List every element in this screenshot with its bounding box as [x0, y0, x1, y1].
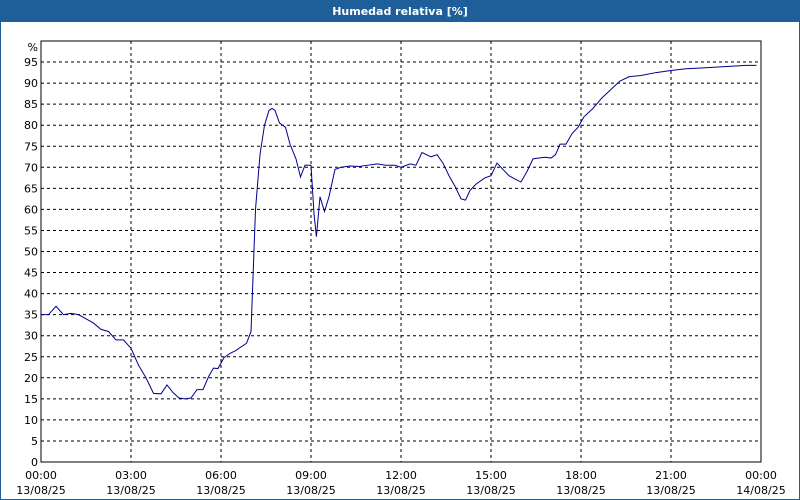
x-tick-date-label: 13/08/25 [196, 484, 245, 497]
grid-lines [41, 41, 761, 462]
x-tick-date-label: 13/08/25 [466, 484, 515, 497]
y-tick-label: 65 [24, 182, 38, 195]
x-axis-ticks: 00:00 13/08/25 03:00 13/08/25 06:00 13/08/25 0… [16, 469, 785, 497]
y-tick-label: 50 [24, 246, 38, 259]
y-tick-label: 55 [24, 224, 38, 237]
y-axis-ticks: 0 5 10 15 20 25 30 35 40 45 50 55 60 65 70 75 80 85 90 95 [24, 56, 38, 469]
humidity-series-line [41, 64, 757, 400]
y-tick-label: 75 [24, 140, 38, 153]
x-tick-time-label: 00:00 [745, 469, 777, 482]
y-tick-label: 70 [24, 161, 38, 174]
y-tick-label: 5 [31, 435, 38, 448]
y-tick-label: 15 [24, 393, 38, 406]
x-tick-time-label: 12:00 [385, 469, 417, 482]
x-tick-time-label: 18:00 [565, 469, 597, 482]
y-tick-label: 95 [24, 56, 38, 69]
y-tick-label: 45 [24, 267, 38, 280]
x-tick-date-label: 13/08/25 [376, 484, 425, 497]
y-tick-label: 85 [24, 98, 38, 111]
plot-area-border [40, 40, 762, 463]
x-tick-time-label: 21:00 [655, 469, 687, 482]
x-tick-date-label: 13/08/25 [16, 484, 65, 497]
x-tick-time-label: 00:00 [25, 469, 57, 482]
x-tick-date-label: 13/08/25 [286, 484, 335, 497]
y-tick-label: 10 [24, 414, 38, 427]
y-tick-label: 20 [24, 372, 38, 385]
y-tick-label: 90 [24, 77, 38, 90]
x-tick-time-label: 06:00 [205, 469, 237, 482]
y-axis-unit-label: % [28, 41, 38, 54]
x-tick-date-label: 13/08/25 [106, 484, 155, 497]
chart-title: Humedad relativa [%] [1, 1, 799, 22]
x-tick-date-label: 13/08/25 [646, 484, 695, 497]
x-tick-time-label: 03:00 [115, 469, 147, 482]
y-tick-label: 25 [24, 351, 38, 364]
y-tick-label: 35 [24, 309, 38, 322]
y-tick-label: 40 [24, 288, 38, 301]
series-group [41, 64, 757, 400]
x-tick-date-label: 14/08/25 [736, 484, 785, 497]
y-tick-label: 0 [31, 456, 38, 469]
y-tick-label: 60 [24, 203, 38, 216]
x-tick-date-label: 13/08/25 [556, 484, 605, 497]
y-tick-label: 80 [24, 119, 38, 132]
y-tick-label: 30 [24, 330, 38, 343]
x-tick-time-label: 09:00 [295, 469, 327, 482]
x-tick-time-label: 15:00 [475, 469, 507, 482]
